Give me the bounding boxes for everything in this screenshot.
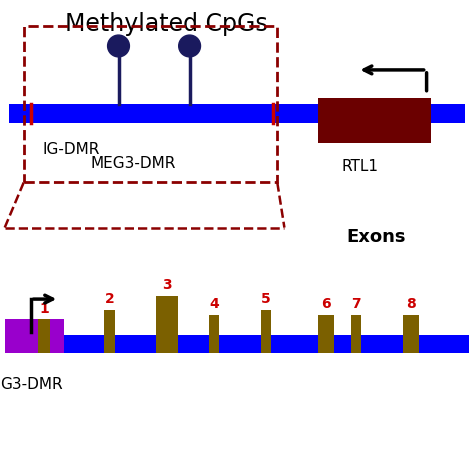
Bar: [38, 319, 50, 353]
Bar: [403, 315, 419, 353]
Text: 1: 1: [39, 301, 49, 316]
Text: RTL1: RTL1: [341, 159, 378, 174]
Text: G3-DMR: G3-DMR: [0, 377, 63, 392]
Text: 5: 5: [261, 292, 271, 306]
Circle shape: [179, 35, 201, 57]
Text: Methylated CpGs: Methylated CpGs: [64, 12, 267, 36]
Text: 4: 4: [209, 297, 219, 311]
Text: IG-DMR: IG-DMR: [43, 142, 100, 157]
Bar: [64, 335, 469, 353]
Bar: [261, 310, 271, 353]
Text: MEG3-DMR: MEG3-DMR: [90, 156, 175, 172]
Circle shape: [108, 35, 129, 57]
Text: 2: 2: [105, 292, 114, 306]
Bar: [24, 26, 277, 182]
Bar: [104, 310, 115, 353]
Bar: [156, 296, 178, 353]
Text: Exons: Exons: [346, 228, 406, 246]
Bar: [5, 319, 64, 353]
Text: 3: 3: [162, 278, 172, 292]
Bar: [318, 99, 431, 143]
Bar: [351, 315, 361, 353]
Bar: [9, 104, 465, 123]
Text: 6: 6: [321, 297, 331, 311]
Bar: [318, 315, 334, 353]
Bar: [209, 315, 219, 353]
Text: 7: 7: [351, 297, 361, 311]
Text: 8: 8: [406, 297, 416, 311]
